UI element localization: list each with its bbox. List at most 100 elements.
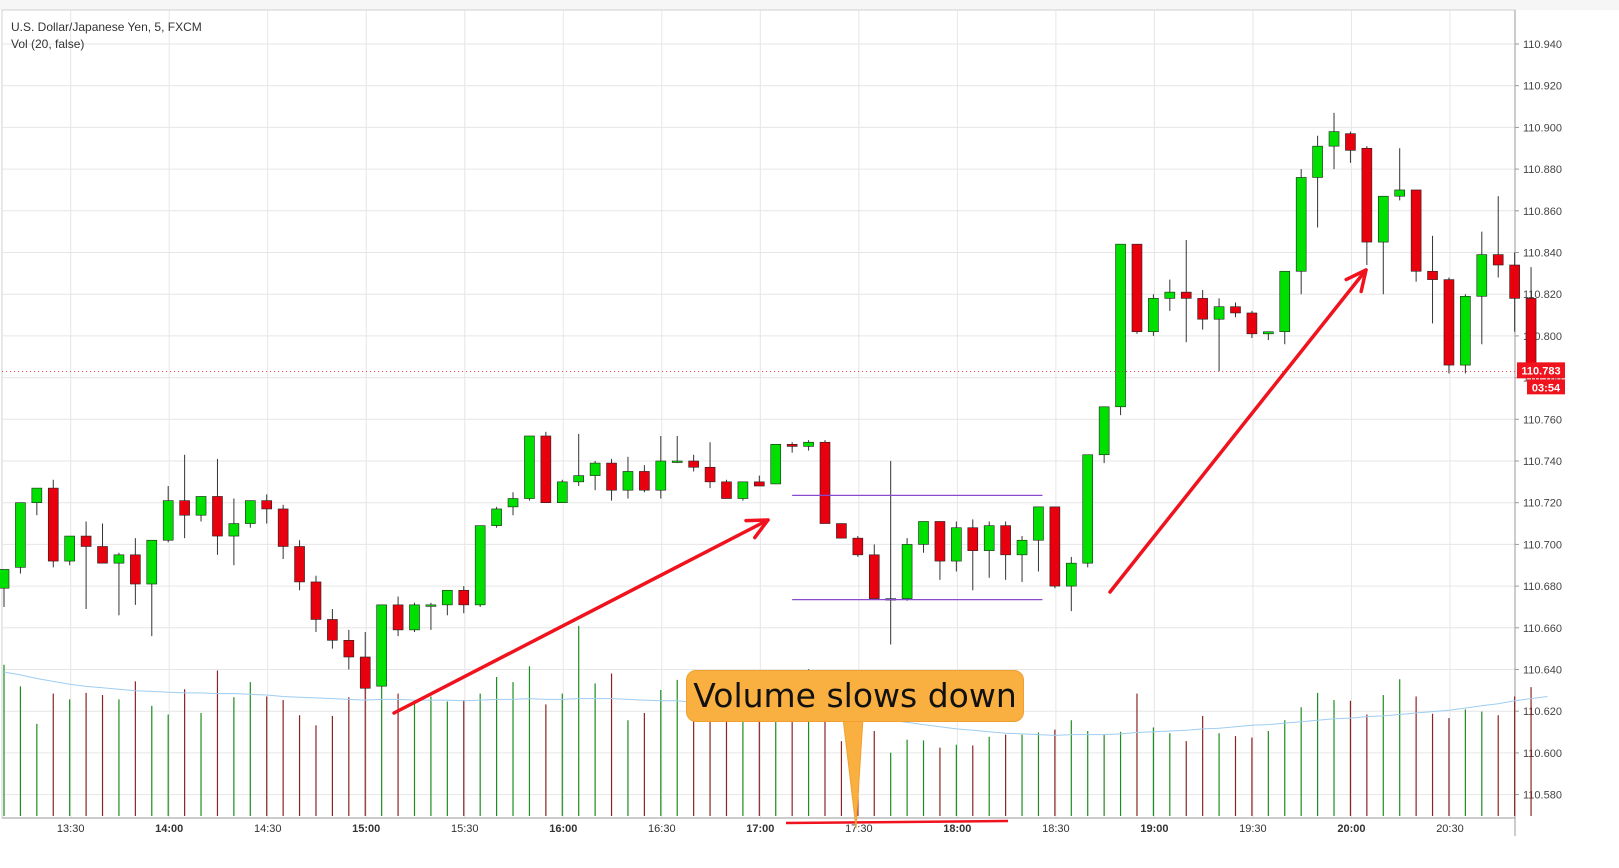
candle-body (901, 544, 913, 599)
x-tick-label: 16:30 (648, 823, 676, 835)
candle-body (474, 525, 486, 606)
volume-annotation-callout: Volume slows down (686, 670, 1024, 722)
candle-body (671, 460, 683, 463)
arrow-shaft (1108, 268, 1368, 594)
candle-body (1279, 270, 1291, 333)
candle-body (1345, 133, 1356, 151)
candle-body (770, 444, 782, 485)
volume-flat-line (785, 819, 1009, 825)
countdown-tag-value: 03:54 (1532, 382, 1561, 394)
candle-body (1427, 270, 1438, 280)
indicator-label: Vol (20, false) (11, 37, 85, 51)
candle-body (15, 502, 26, 568)
candle-body (491, 508, 502, 526)
candle-body (1197, 298, 1208, 320)
y-tick-label: 110.760 (1523, 414, 1562, 426)
candle-body (261, 500, 273, 510)
candle-body (1213, 306, 1225, 320)
x-tick-label: 16:00 (549, 823, 577, 835)
candle-body (1460, 295, 1471, 366)
candle-body (754, 481, 765, 487)
symbol-title: U.S. Dollar/Japanese Yen, 5, FXCM (11, 20, 202, 34)
candle-body (983, 525, 995, 551)
candle-body (146, 539, 158, 585)
candle-body (934, 521, 946, 562)
candle-body (1230, 306, 1241, 314)
candle-body (179, 500, 190, 516)
candle-body (1246, 312, 1258, 335)
price-tag-box (1517, 362, 1565, 379)
y-tick-label: 110.920 (1523, 81, 1562, 93)
candle-body (359, 656, 371, 689)
candle-body (918, 521, 929, 545)
x-tick-label: 14:30 (254, 823, 282, 835)
candle-body (294, 546, 305, 583)
candle-body (803, 441, 814, 447)
x-tick-label: 13:30 (57, 823, 85, 835)
candle-body (0, 569, 10, 589)
candle-body (1066, 562, 1077, 587)
price-tag-value: 110.783 (1521, 365, 1560, 377)
y-tick-label: 110.640 (1523, 665, 1562, 677)
candle-body (327, 619, 338, 641)
candle-body (1164, 291, 1176, 299)
candle-body (1312, 145, 1323, 178)
candle-body (1361, 147, 1373, 243)
candle-body (589, 462, 601, 476)
candle-body (1443, 279, 1455, 366)
candle-body (228, 523, 240, 537)
countdown-tag-box (1527, 379, 1565, 395)
y-tick-label: 110.860 (1523, 206, 1562, 218)
candle-body (212, 496, 223, 537)
y-tick-label: 110.700 (1523, 539, 1562, 551)
candle-body (442, 589, 453, 606)
candle-body (162, 500, 174, 541)
candle-body (606, 462, 617, 491)
y-tick-label: 110.740 (1523, 456, 1562, 468)
candle-body (1098, 406, 1110, 456)
candle-body (1492, 254, 1504, 266)
candle-body (507, 498, 519, 508)
candle-body (1148, 298, 1159, 333)
candle-body (1082, 454, 1094, 564)
arrow-shaft (392, 518, 770, 715)
x-tick-label: 15:30 (451, 823, 479, 835)
candle-body (786, 444, 798, 447)
candle-body (47, 487, 59, 562)
candle-body (1509, 264, 1520, 299)
x-tick-label: 15:00 (352, 823, 380, 835)
candle-body (130, 554, 141, 585)
x-tick-label: 20:00 (1337, 823, 1365, 835)
candle-body (1295, 177, 1307, 272)
x-tick-label: 20:30 (1436, 823, 1464, 835)
arrow-head (1344, 268, 1368, 294)
candle-body (97, 546, 108, 564)
candle-body (458, 589, 470, 606)
y-tick-label: 110.660 (1523, 623, 1562, 635)
candle-body (1033, 506, 1044, 541)
candle-body (1180, 291, 1192, 299)
x-tick-label: 17:30 (845, 823, 873, 835)
x-tick-label: 17:00 (746, 823, 774, 835)
candle-body (1328, 131, 1340, 147)
y-tick-label: 110.900 (1523, 122, 1562, 134)
y-tick-label: 110.720 (1523, 498, 1562, 510)
candle-body (852, 537, 864, 556)
trend-arrow-2 (1108, 268, 1368, 594)
candle-body (704, 466, 716, 483)
arrow-head (744, 518, 770, 540)
candle-body (1115, 243, 1126, 408)
candle-body (868, 554, 880, 599)
candle-body (836, 523, 847, 539)
candle-body (639, 471, 650, 491)
candle-body (524, 435, 535, 499)
y-tick-label: 110.680 (1523, 581, 1562, 593)
candle-body (1016, 539, 1028, 556)
candle-body (1263, 331, 1274, 335)
x-tick-label: 19:00 (1140, 823, 1168, 835)
candle-body (737, 481, 749, 499)
candle-body (655, 460, 667, 491)
y-tick-label: 110.940 (1523, 39, 1562, 51)
